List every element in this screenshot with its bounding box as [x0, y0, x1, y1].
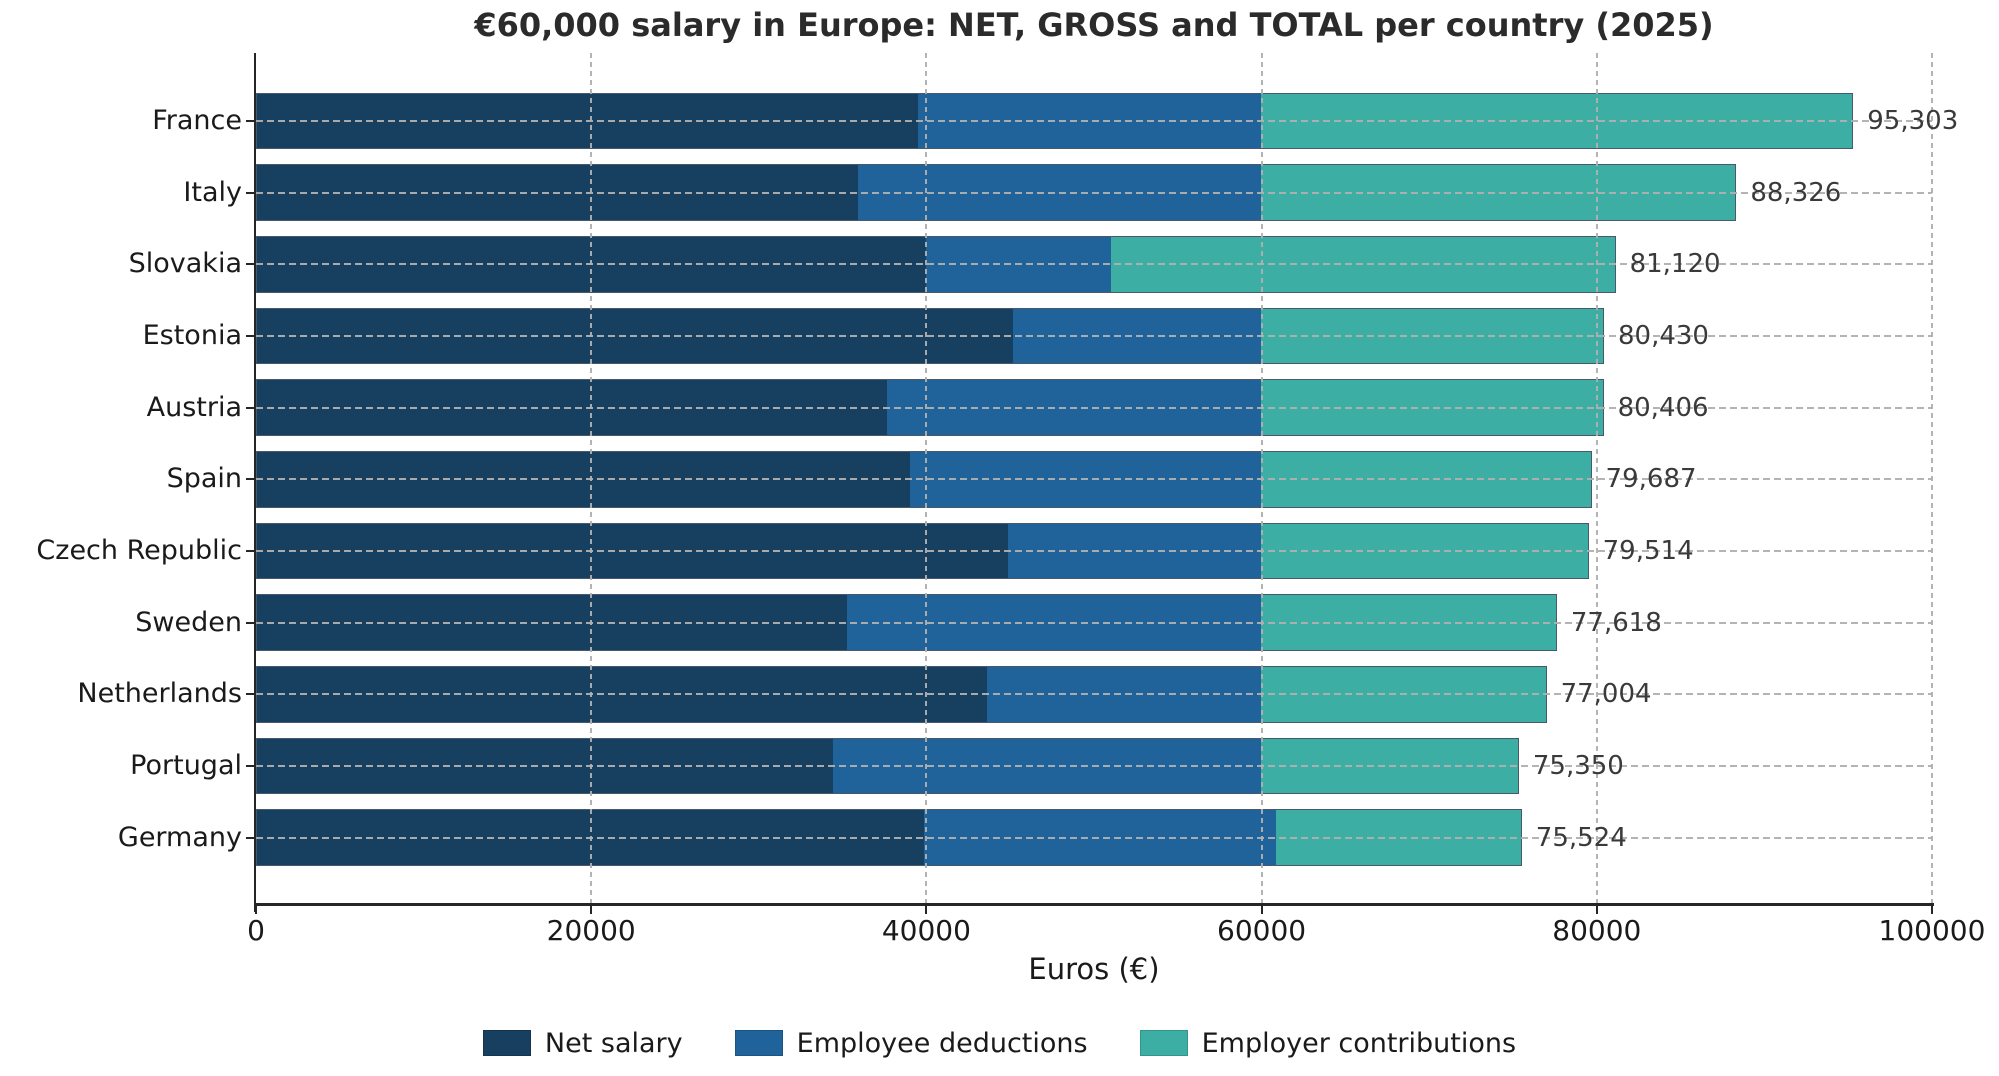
x-tick-label: 40000 [881, 914, 971, 947]
horizontal-gridline [256, 764, 1932, 767]
total-label: 77,618 [1570, 607, 1662, 638]
total-label: 75,350 [1532, 750, 1624, 781]
country-label: Spain [166, 463, 242, 495]
x-tick-label: 80000 [1552, 914, 1642, 947]
legend-swatch-net [482, 1030, 531, 1056]
total-label: 75,524 [1535, 822, 1627, 853]
vertical-gridline [590, 53, 593, 903]
legend-item-label: Employer contributions [1201, 1027, 1517, 1059]
legend-item-label: Net salary [544, 1027, 683, 1059]
country-label: Slovakia [128, 248, 242, 280]
horizontal-gridline [256, 693, 1932, 696]
horizontal-gridline [256, 263, 1932, 266]
legend-swatch-employee [734, 1030, 783, 1056]
legend-item-employee: Employee deductions [734, 1027, 1088, 1059]
y-tick-mark [246, 406, 255, 409]
total-label: 88,326 [1750, 177, 1842, 208]
vertical-gridline [1931, 53, 1933, 903]
total-label: 79,687 [1605, 464, 1697, 495]
x-axis-line [254, 903, 1934, 906]
vertical-gridline [925, 53, 928, 903]
country-label: Portugal [130, 749, 242, 781]
horizontal-gridline [256, 836, 1932, 839]
chart-title: €60,000 salary in Europe: NET, GROSS and… [474, 6, 1714, 44]
plot-area: 95,303 88,326 81,120 80,430 80,406 79,687 79,5… [254, 53, 1958, 912]
y-tick-mark [246, 549, 255, 552]
y-tick-mark [246, 263, 255, 266]
x-tick-mark [590, 906, 593, 914]
legend-item-label: Employee deductions [796, 1027, 1088, 1059]
x-tick-label: 100000 [1878, 914, 1986, 947]
country-label: France [152, 105, 242, 136]
country-label: Italy [183, 176, 242, 208]
x-tick-label: 20000 [546, 914, 636, 947]
total-label: 79,514 [1602, 535, 1694, 566]
legend-swatch-employer [1139, 1030, 1188, 1056]
vertical-gridline [1595, 53, 1598, 903]
total-label: 80,406 [1617, 392, 1709, 423]
country-label: Germany [117, 821, 242, 853]
horizontal-gridline [256, 621, 1932, 624]
x-tick-mark [925, 906, 928, 914]
country-label: Austria [146, 391, 242, 423]
horizontal-gridline [256, 549, 1932, 552]
horizontal-gridline [256, 406, 1932, 409]
total-label: 81,120 [1629, 249, 1721, 280]
y-tick-mark [246, 120, 255, 122]
x-tick-label: 0 [247, 914, 265, 947]
y-tick-mark [246, 478, 255, 481]
y-tick-mark [246, 191, 255, 194]
y-axis-line [254, 53, 256, 912]
legend-item-net: Net salary [482, 1027, 683, 1059]
legend-item-employer: Employer contributions [1139, 1027, 1517, 1059]
y-tick-mark [246, 621, 255, 624]
total-label: 80,430 [1618, 320, 1709, 351]
country-label: Sweden [135, 606, 242, 638]
country-label: Estonia [142, 319, 242, 351]
y-tick-mark [246, 836, 255, 839]
country-label: Netherlands [77, 678, 242, 710]
horizontal-gridline [256, 478, 1932, 481]
x-tick-mark [1595, 906, 1598, 914]
horizontal-gridline [256, 334, 1932, 337]
x-tick-label: 60000 [1217, 914, 1307, 947]
x-axis-title: Euros (€) [1028, 952, 1160, 986]
y-tick-mark [246, 693, 255, 696]
y-tick-mark [246, 334, 255, 337]
x-tick-mark [1931, 906, 1933, 914]
total-label: 95,303 [1867, 106, 1959, 136]
horizontal-gridline [256, 120, 1932, 122]
legend: Net salary Employee deductions Employer co… [0, 1018, 1999, 1068]
x-tick-mark [1260, 906, 1263, 914]
x-tick-mark [255, 906, 257, 914]
y-tick-mark [246, 764, 255, 767]
vertical-gridline [1260, 53, 1263, 903]
country-label: Czech Republic [36, 534, 242, 566]
total-label: 77,004 [1560, 679, 1652, 710]
horizontal-gridline [256, 191, 1932, 194]
